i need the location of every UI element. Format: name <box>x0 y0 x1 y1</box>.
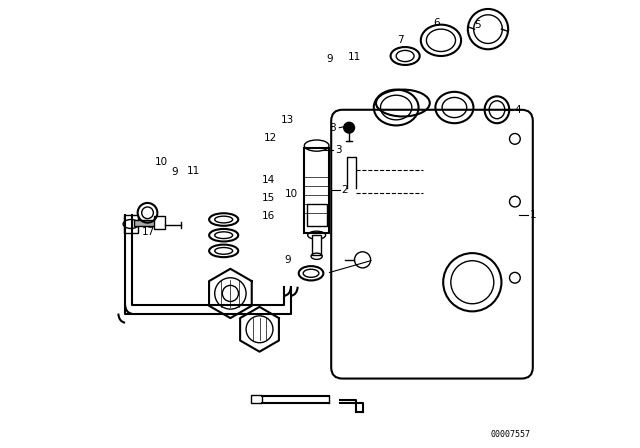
Text: 10: 10 <box>285 189 298 198</box>
Bar <box>312 235 321 255</box>
Text: 17: 17 <box>141 227 155 237</box>
Bar <box>305 148 329 233</box>
Text: 00007557: 00007557 <box>491 430 531 439</box>
Bar <box>124 215 138 233</box>
Circle shape <box>344 122 355 133</box>
Bar <box>134 220 163 226</box>
Text: 5: 5 <box>475 20 481 30</box>
Text: 11: 11 <box>348 52 361 62</box>
Text: 9: 9 <box>172 168 178 177</box>
Bar <box>154 216 165 229</box>
Text: 6: 6 <box>433 18 440 28</box>
FancyBboxPatch shape <box>332 110 533 379</box>
Text: 4: 4 <box>514 105 520 115</box>
Text: 1: 1 <box>530 210 536 220</box>
Text: 10: 10 <box>155 157 168 167</box>
Text: 3: 3 <box>335 145 341 155</box>
Text: 9: 9 <box>327 54 333 64</box>
Text: 2: 2 <box>342 185 348 195</box>
Text: 15: 15 <box>262 193 275 203</box>
Text: 16: 16 <box>262 211 275 221</box>
Text: 7: 7 <box>397 35 404 45</box>
Bar <box>307 204 327 226</box>
Text: 12: 12 <box>264 133 277 143</box>
Bar <box>251 395 262 403</box>
Text: 11: 11 <box>186 166 200 176</box>
Text: 8: 8 <box>329 123 336 133</box>
Text: 14: 14 <box>262 175 275 185</box>
Text: 9: 9 <box>284 255 291 265</box>
Text: 13: 13 <box>280 115 294 125</box>
